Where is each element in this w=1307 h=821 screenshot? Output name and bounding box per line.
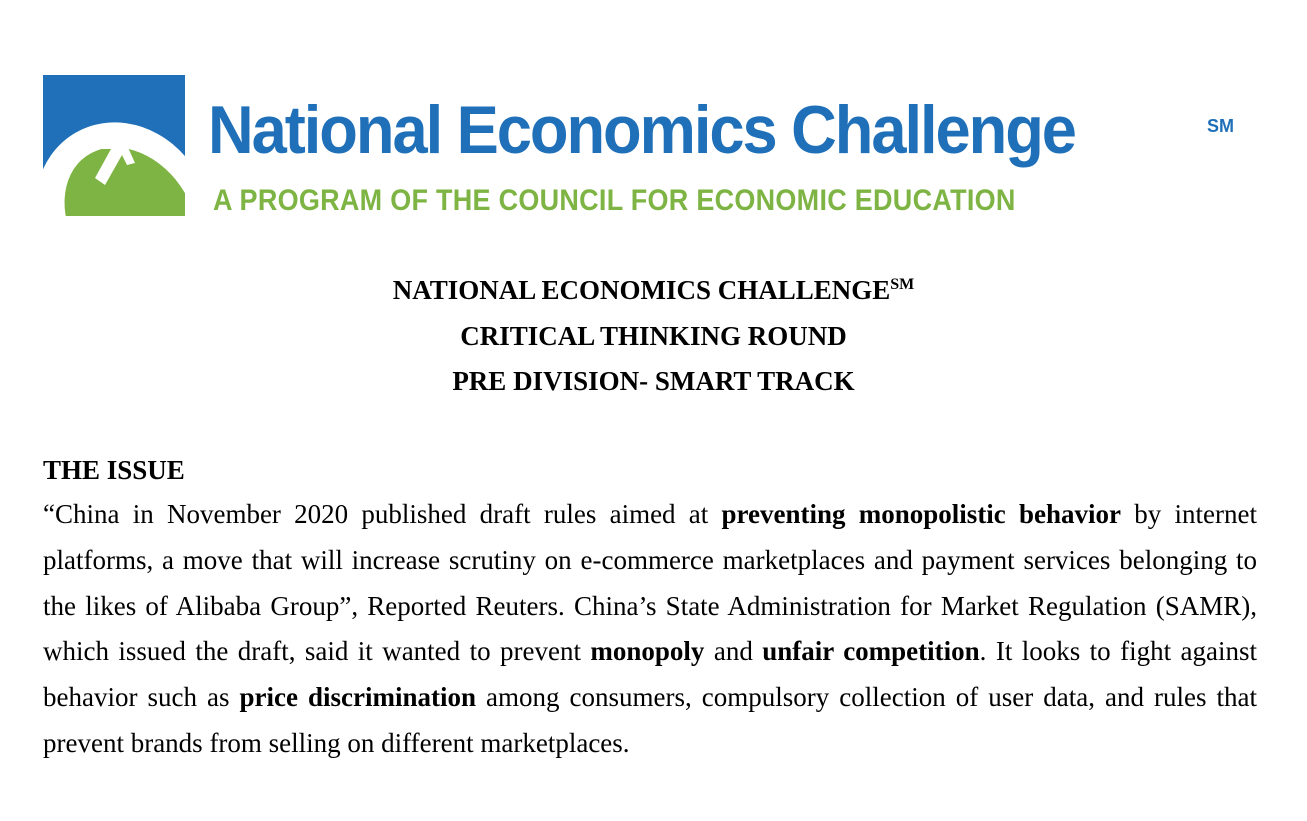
header-line-1: NATIONAL ECONOMICS CHALLENGESM xyxy=(0,268,1307,314)
header-title: NATIONAL ECONOMICS CHALLENGE xyxy=(392,275,891,305)
header-line-3: PRE DIVISION- SMART TRACK xyxy=(452,366,855,396)
header-service-mark: SM xyxy=(890,276,915,293)
text-segment: and xyxy=(704,636,763,667)
logo-title: National Economics Challenge xyxy=(208,92,1077,168)
bold-term: monopoly xyxy=(590,636,705,667)
text-segment: . It looks to fight against behavior suc… xyxy=(43,636,1257,713)
issue-paragraph: “China in November 2020 published draft … xyxy=(43,492,1257,767)
text-segment: by internet platforms, a move that will … xyxy=(43,499,1257,667)
issue-section: THE ISSUE “China in November 2020 publis… xyxy=(43,448,1257,767)
logo-mark xyxy=(43,75,185,216)
issue-heading: THE ISSUE xyxy=(43,455,185,485)
logo-subtitle: A PROGRAM OF THE COUNCIL FOR ECONOMIC ED… xyxy=(213,184,1016,217)
text-segment: among consumers, compulsory collection o… xyxy=(43,682,1257,758)
arrow-logo-icon xyxy=(43,75,185,216)
bold-term: price discrimination xyxy=(239,682,477,713)
bold-term: preventing monopolistic behavior xyxy=(721,499,1122,529)
header-line-2: CRITICAL THINKING ROUND xyxy=(460,320,847,351)
document-header: NATIONAL ECONOMICS CHALLENGESM CRITICAL … xyxy=(0,268,1307,405)
text-segment: “China in November 2020 published draft … xyxy=(43,499,722,529)
bold-term: unfair competition xyxy=(762,636,980,667)
logo-service-mark: SM xyxy=(1207,116,1234,136)
